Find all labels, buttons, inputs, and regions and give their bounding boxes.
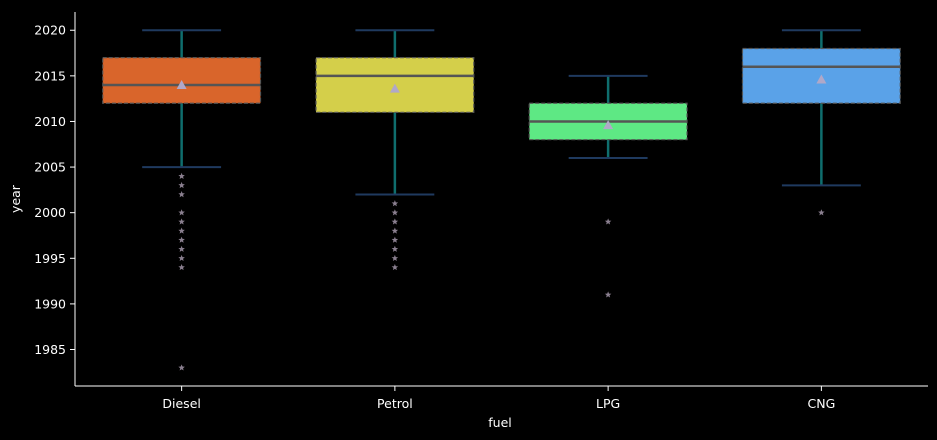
y-tick-label: 1995 [34, 251, 66, 266]
outlier-point-diesel [178, 227, 185, 234]
outlier-point-petrol [391, 227, 399, 234]
y-tick-label: 1985 [34, 342, 66, 357]
outlier-point-petrol [391, 209, 399, 216]
outlier-point-petrol [391, 218, 399, 225]
outlier-point-petrol [391, 245, 399, 252]
y-tick-label: 2010 [34, 114, 66, 129]
outlier-point-petrol [391, 254, 399, 262]
plot-area: 1985 1990 1995 2000 2005 2010 2015 2020 Diesel Pe… [34, 12, 928, 411]
outlier-point-lpg [604, 291, 612, 298]
outlier-point-diesel [178, 254, 185, 262]
outlier-point-cng [818, 209, 825, 216]
x-tick-label-diesel: Diesel [162, 396, 200, 411]
x-axis-title: fuel [488, 415, 512, 430]
y-tick-label: 2020 [34, 23, 66, 38]
outlier-point-lpg [604, 218, 612, 225]
mean-marker-cng [816, 74, 827, 84]
x-tick-label-petrol: Petrol [377, 396, 413, 411]
mean-marker-petrol [389, 83, 400, 93]
y-tick-label: 2005 [34, 160, 66, 175]
x-tick-label-cng: CNG [807, 396, 835, 411]
outlier-point-diesel [178, 245, 185, 252]
outlier-point-diesel [178, 181, 185, 189]
outlier-point-diesel [178, 364, 185, 371]
outlier-point-diesel [178, 236, 185, 243]
y-axis-title: year [8, 184, 23, 213]
y-tick-label: 1990 [34, 296, 66, 311]
outlier-point-petrol [391, 236, 399, 243]
mean-marker-lpg [603, 120, 614, 130]
outlier-point-diesel [178, 191, 185, 198]
box-petrol [315, 57, 475, 113]
outlier-point-diesel [178, 209, 185, 216]
y-tick-label: 2015 [34, 68, 66, 83]
outlier-point-petrol [391, 264, 399, 271]
y-tick-label: 2000 [34, 205, 66, 220]
outlier-point-diesel [178, 172, 185, 179]
outlier-point-diesel [178, 264, 185, 271]
mean-marker-diesel [176, 79, 187, 89]
outlier-point-petrol [391, 200, 399, 207]
outlier-point-diesel [178, 218, 185, 225]
x-tick-label-lpg: LPG [596, 396, 620, 411]
